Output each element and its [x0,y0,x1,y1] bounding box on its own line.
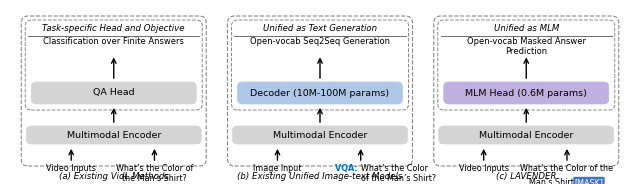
Text: Classification over Finite Answers: Classification over Finite Answers [44,36,184,45]
FancyBboxPatch shape [232,126,408,144]
Text: (c) LAVENDER: (c) LAVENDER [496,172,557,181]
Text: (b) Existing Unified Image-text Models: (b) Existing Unified Image-text Models [237,172,403,181]
FancyBboxPatch shape [237,82,403,104]
FancyBboxPatch shape [438,20,615,110]
Text: [MASK]: [MASK] [575,178,604,184]
Text: Decoder (10M-100M params): Decoder (10M-100M params) [250,89,390,98]
Text: Video Inputs: Video Inputs [46,164,96,173]
Text: VQA:: VQA: [335,164,361,173]
FancyBboxPatch shape [31,82,196,104]
Text: What’s the Color of the: What’s the Color of the [520,164,614,173]
FancyBboxPatch shape [25,20,202,110]
Text: MLM Head (0.6M params): MLM Head (0.6M params) [465,89,587,98]
FancyBboxPatch shape [227,16,413,166]
Text: Multimodal Encoder: Multimodal Encoder [273,130,367,139]
Text: Man’s Shirt?: Man’s Shirt? [529,178,580,184]
Text: Multimodal Encoder: Multimodal Encoder [479,130,573,139]
Text: QA Head: QA Head [93,89,134,98]
Text: What’s the Color
of the Man’s Shirt?: What’s the Color of the Man’s Shirt? [361,164,436,183]
FancyBboxPatch shape [21,16,206,166]
Text: Open-vocab Masked Answer
Prediction: Open-vocab Masked Answer Prediction [467,36,586,56]
FancyBboxPatch shape [444,82,609,104]
Text: Multimodal Encoder: Multimodal Encoder [67,130,161,139]
Text: Video Inputs: Video Inputs [459,164,509,173]
FancyBboxPatch shape [26,126,201,144]
Text: What’s the Color of
the Man’s Shirt?: What’s the Color of the Man’s Shirt? [116,164,193,183]
Text: Unified as MLM: Unified as MLM [493,24,559,33]
FancyBboxPatch shape [232,20,408,110]
Text: Unified as Text Generation: Unified as Text Generation [263,24,377,33]
Text: Task-specific Head and Objective: Task-specific Head and Objective [42,24,185,33]
Text: Open-vocab Seq2Seq Generation: Open-vocab Seq2Seq Generation [250,36,390,45]
Text: (a) Existing VidL Methods: (a) Existing VidL Methods [59,172,169,181]
Text: Image Input: Image Input [253,164,301,173]
FancyBboxPatch shape [439,126,614,144]
FancyBboxPatch shape [434,16,619,166]
